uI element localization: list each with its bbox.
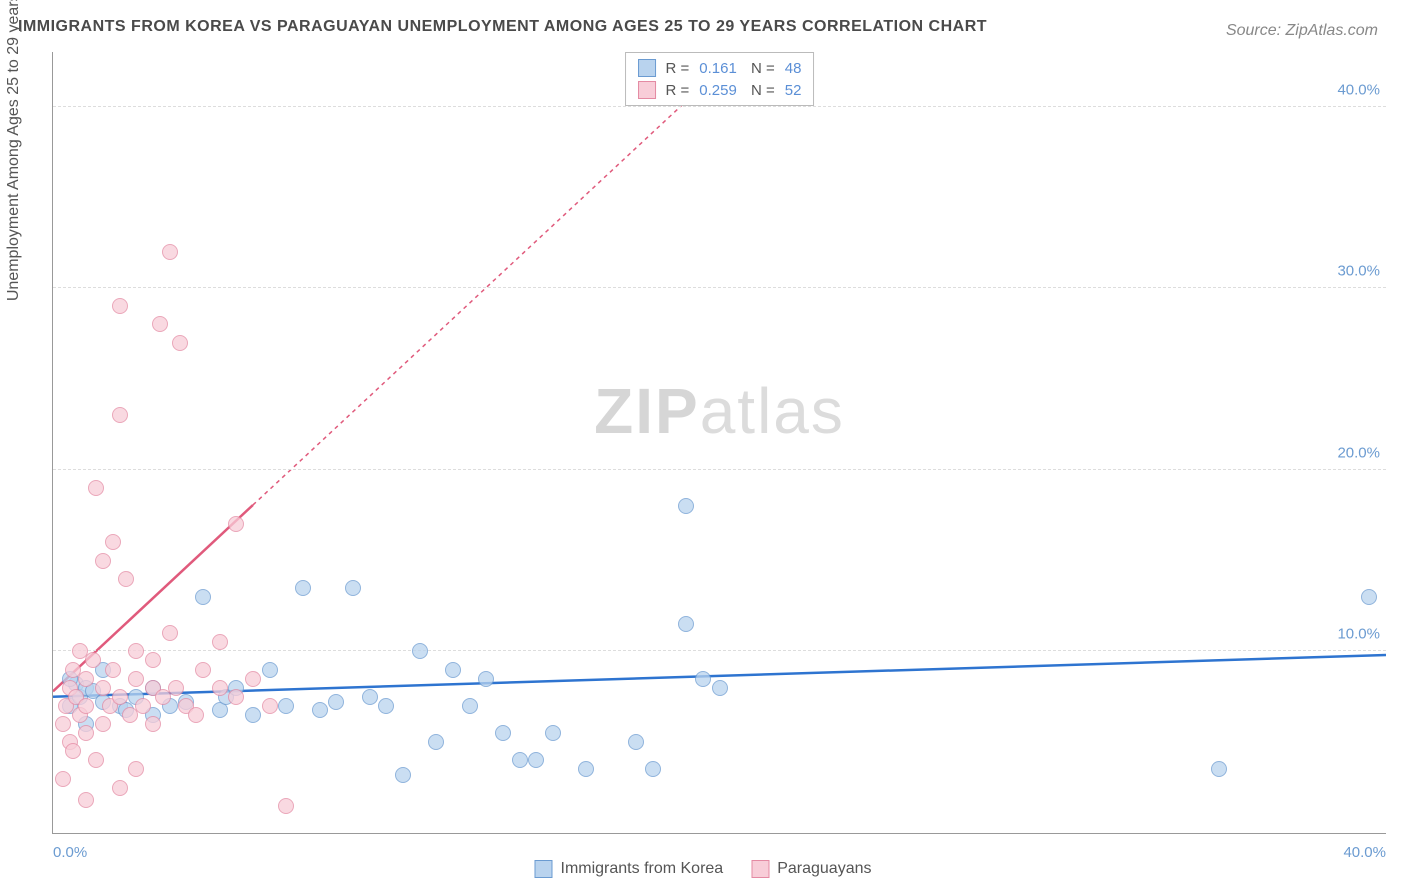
data-point bbox=[245, 707, 261, 723]
y-tick-label: 20.0% bbox=[1337, 444, 1380, 461]
correlation-legend: R = 0.161 N = 48 R = 0.259 N = 52 bbox=[625, 52, 815, 106]
data-point bbox=[112, 298, 128, 314]
data-point bbox=[228, 516, 244, 532]
data-point bbox=[262, 698, 278, 714]
series-legend: Immigrants from Korea Paraguayans bbox=[534, 860, 871, 878]
x-tick-label: 40.0% bbox=[1343, 844, 1386, 861]
r-value-korea: 0.161 bbox=[699, 60, 737, 77]
legend-row-korea: R = 0.161 N = 48 bbox=[638, 57, 802, 79]
data-point bbox=[152, 316, 168, 332]
data-point bbox=[95, 553, 111, 569]
data-point bbox=[78, 792, 94, 808]
watermark: ZIPatlas bbox=[594, 374, 845, 448]
data-point bbox=[212, 634, 228, 650]
data-point bbox=[678, 616, 694, 632]
data-point bbox=[162, 625, 178, 641]
data-point bbox=[112, 780, 128, 796]
data-point bbox=[88, 480, 104, 496]
data-point bbox=[65, 743, 81, 759]
data-point bbox=[95, 680, 111, 696]
data-point bbox=[78, 671, 94, 687]
data-point bbox=[128, 671, 144, 687]
legend-item-korea: Immigrants from Korea bbox=[534, 860, 723, 878]
data-point bbox=[145, 652, 161, 668]
data-point bbox=[395, 767, 411, 783]
n-value-korea: 48 bbox=[785, 60, 802, 77]
data-point bbox=[212, 680, 228, 696]
source-label: Source: ZipAtlas.com bbox=[1226, 22, 1378, 40]
y-tick-label: 10.0% bbox=[1337, 626, 1380, 643]
data-point bbox=[412, 643, 428, 659]
data-point bbox=[112, 689, 128, 705]
data-point bbox=[105, 534, 121, 550]
scatter-plot: ZIPatlas R = 0.161 N = 48 R = 0.259 N = … bbox=[52, 52, 1386, 834]
x-tick-label: 0.0% bbox=[53, 844, 87, 861]
data-point bbox=[278, 798, 294, 814]
data-point bbox=[328, 694, 344, 710]
y-tick-label: 30.0% bbox=[1337, 263, 1380, 280]
data-point bbox=[78, 698, 94, 714]
n-value-paraguay: 52 bbox=[785, 82, 802, 99]
data-point bbox=[162, 244, 178, 260]
data-point bbox=[278, 698, 294, 714]
swatch-korea-icon bbox=[534, 860, 552, 878]
legend-row-paraguay: R = 0.259 N = 52 bbox=[638, 79, 802, 101]
data-point bbox=[378, 698, 394, 714]
data-point bbox=[55, 771, 71, 787]
data-point bbox=[345, 580, 361, 596]
data-point bbox=[228, 689, 244, 705]
data-point bbox=[712, 680, 728, 696]
data-point bbox=[188, 707, 204, 723]
data-point bbox=[245, 671, 261, 687]
data-point bbox=[105, 662, 121, 678]
swatch-paraguay bbox=[638, 81, 656, 99]
legend-item-paraguay: Paraguayans bbox=[751, 860, 871, 878]
data-point bbox=[528, 752, 544, 768]
data-point bbox=[645, 761, 661, 777]
data-point bbox=[118, 571, 134, 587]
data-point bbox=[512, 752, 528, 768]
data-point bbox=[1211, 761, 1227, 777]
data-point bbox=[128, 643, 144, 659]
data-point bbox=[262, 662, 278, 678]
data-point bbox=[195, 589, 211, 605]
data-point bbox=[628, 734, 644, 750]
chart-title: IMMIGRANTS FROM KOREA VS PARAGUAYAN UNEM… bbox=[18, 18, 987, 36]
y-tick-label: 40.0% bbox=[1337, 81, 1380, 98]
data-point bbox=[478, 671, 494, 687]
data-point bbox=[135, 698, 151, 714]
swatch-paraguay-icon bbox=[751, 860, 769, 878]
data-point bbox=[55, 716, 71, 732]
data-point bbox=[462, 698, 478, 714]
data-point bbox=[695, 671, 711, 687]
data-point bbox=[545, 725, 561, 741]
data-point bbox=[578, 761, 594, 777]
data-point bbox=[95, 716, 111, 732]
legend-label: Paraguayans bbox=[777, 860, 871, 878]
data-point bbox=[128, 761, 144, 777]
data-point bbox=[88, 752, 104, 768]
data-point bbox=[678, 498, 694, 514]
data-point bbox=[295, 580, 311, 596]
data-point bbox=[85, 652, 101, 668]
swatch-korea bbox=[638, 59, 656, 77]
data-point bbox=[168, 680, 184, 696]
data-point bbox=[112, 407, 128, 423]
data-point bbox=[172, 335, 188, 351]
data-point bbox=[1361, 589, 1377, 605]
data-point bbox=[495, 725, 511, 741]
legend-label: Immigrants from Korea bbox=[560, 860, 723, 878]
data-point bbox=[362, 689, 378, 705]
data-point bbox=[195, 662, 211, 678]
data-point bbox=[145, 716, 161, 732]
r-value-paraguay: 0.259 bbox=[699, 82, 737, 99]
y-axis-label: Unemployment Among Ages 25 to 29 years bbox=[5, 0, 23, 301]
data-point bbox=[445, 662, 461, 678]
data-point bbox=[428, 734, 444, 750]
data-point bbox=[78, 725, 94, 741]
data-point bbox=[312, 702, 328, 718]
